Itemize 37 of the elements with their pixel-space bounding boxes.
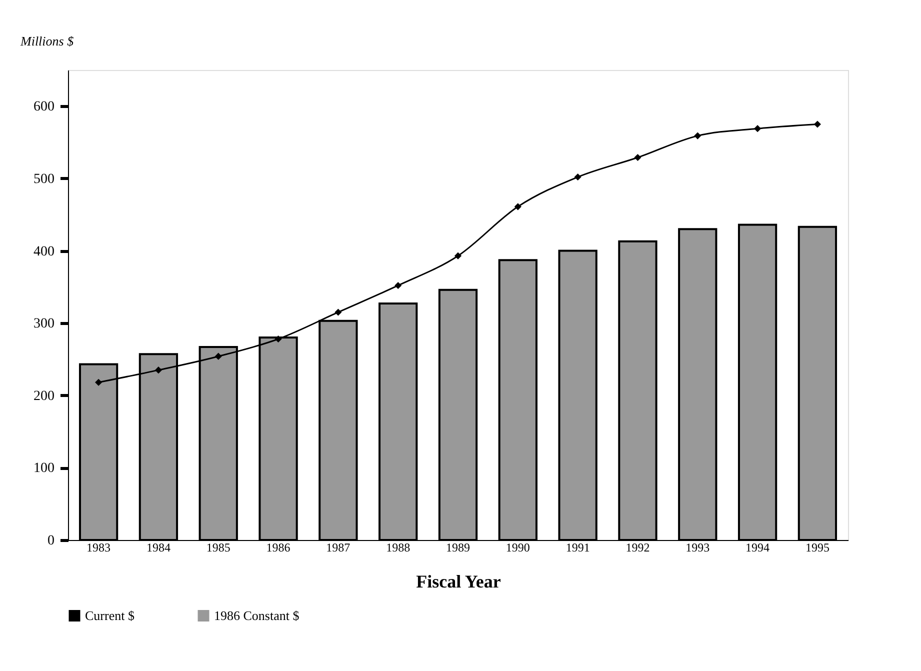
y-tick-label: 0 — [48, 534, 54, 548]
point — [214, 352, 222, 360]
legend-label: Current $ — [85, 608, 135, 623]
x-tick-label: 1985 — [206, 540, 230, 554]
x-tick-label: 1995 — [805, 540, 830, 554]
x-tick-label: 1987 — [326, 540, 350, 554]
x-tick-label: 1994 — [746, 540, 770, 554]
x-tick-label: 1983 — [86, 540, 111, 554]
point — [334, 308, 342, 316]
x-tick-label: 1991 — [566, 540, 590, 554]
point — [574, 173, 582, 181]
legend-label: 1986 Constant $ — [214, 608, 300, 623]
x-tick-label: 1992 — [626, 540, 650, 554]
y-tick-label: 500 — [34, 172, 54, 187]
y-tick-label: 100 — [34, 461, 54, 476]
point — [814, 120, 821, 128]
y-tick-label: 600 — [34, 100, 54, 115]
x-tick-label: 1986 — [266, 540, 290, 554]
point — [514, 203, 522, 210]
point — [754, 125, 762, 132]
point — [394, 282, 402, 290]
point — [274, 335, 282, 343]
point — [154, 366, 162, 374]
x-tick-label: 1984 — [146, 540, 170, 554]
x-tick-label: 1993 — [686, 540, 710, 554]
y-tick-label: 300 — [34, 316, 54, 332]
point — [634, 154, 642, 162]
point — [454, 252, 462, 260]
y-tick-label: 200 — [34, 388, 54, 404]
point — [95, 378, 102, 386]
x-tick-label: 1988 — [386, 540, 410, 554]
x-axis-title: Fiscal Year — [416, 572, 501, 592]
point — [694, 132, 702, 140]
y-axis-title: Millions $ — [20, 34, 74, 48]
y-tick-label: 400 — [34, 244, 54, 260]
x-tick-label: 1990 — [506, 540, 530, 554]
x-tick-label: 1989 — [446, 540, 470, 554]
